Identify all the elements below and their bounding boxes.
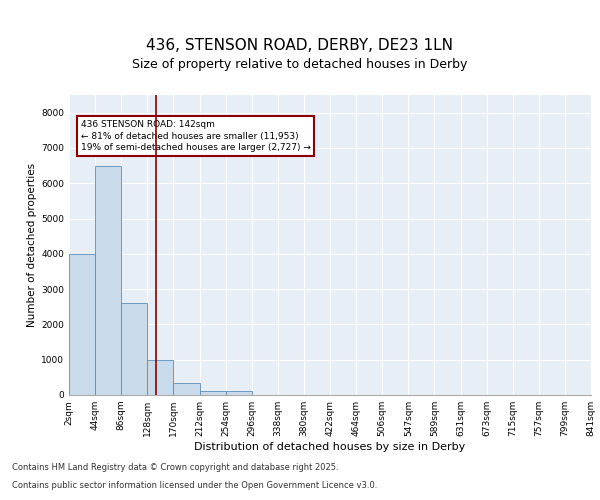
Bar: [148, 360, 173, 395]
Bar: [226, 392, 252, 395]
Text: Contains public sector information licensed under the Open Government Licence v3: Contains public sector information licen…: [12, 481, 377, 490]
Bar: [121, 303, 148, 395]
Bar: [95, 166, 121, 395]
Text: Size of property relative to detached houses in Derby: Size of property relative to detached ho…: [133, 58, 467, 71]
X-axis label: Distribution of detached houses by size in Derby: Distribution of detached houses by size …: [194, 442, 466, 452]
Y-axis label: Number of detached properties: Number of detached properties: [27, 163, 37, 327]
Bar: [173, 382, 199, 395]
Text: 436, STENSON ROAD, DERBY, DE23 1LN: 436, STENSON ROAD, DERBY, DE23 1LN: [146, 38, 454, 52]
Text: 436 STENSON ROAD: 142sqm
← 81% of detached houses are smaller (11,953)
19% of se: 436 STENSON ROAD: 142sqm ← 81% of detach…: [81, 120, 311, 152]
Bar: [69, 254, 95, 395]
Bar: [199, 391, 226, 395]
Text: Contains HM Land Registry data © Crown copyright and database right 2025.: Contains HM Land Registry data © Crown c…: [12, 464, 338, 472]
